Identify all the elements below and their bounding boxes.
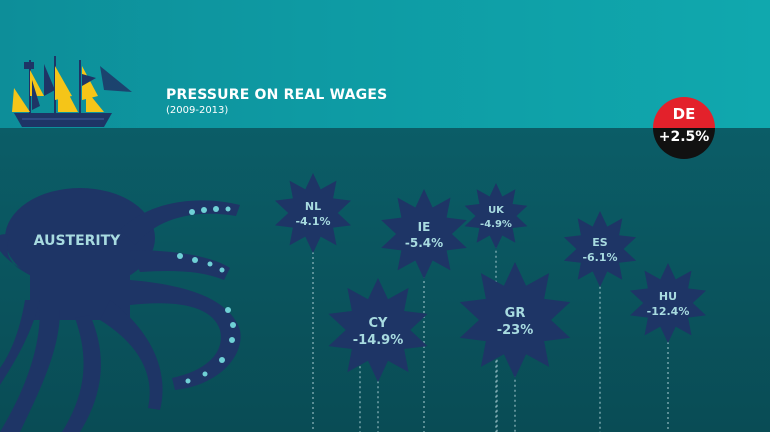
star-cy: CY -14.9% — [328, 278, 428, 432]
octopus-label: AUSTERITY — [34, 233, 122, 249]
star-value-uk: -4.9% — [480, 219, 512, 230]
star-country-uk: UK — [488, 205, 505, 216]
star-shape-uk — [464, 183, 528, 249]
star-value-hu: -12.4% — [647, 305, 690, 318]
sky-area — [0, 0, 770, 128]
star-country-ie: IE — [418, 220, 431, 234]
page-title: PRESSURE ON REAL WAGES — [166, 87, 388, 103]
star-value-gr: -23% — [497, 323, 534, 338]
page-subtitle: (2009-2013) — [166, 105, 229, 116]
star-value-ie: -5.4% — [405, 236, 443, 250]
ship-icon — [12, 56, 132, 127]
star-value-nl: -4.1% — [295, 215, 330, 228]
star-shape-hu — [630, 263, 706, 343]
star-shape-gr — [459, 262, 571, 378]
star-gr: GR -23% — [459, 262, 571, 432]
star-hu: HU -12.4% — [630, 263, 706, 432]
buoy-de: DE +2.5% — [653, 97, 715, 159]
star-nl: NL -4.1% — [275, 173, 351, 432]
star-country-hu: HU — [659, 290, 677, 303]
star-country-cy: CY — [369, 316, 389, 331]
star-group: NL -4.1% IE -5.4% UK -4.9% ES -6.1% HU -12.4% CY -1… — [275, 173, 706, 432]
octopus-icon — [0, 188, 241, 432]
star-uk: UK -4.9% — [464, 183, 528, 432]
star-es: ES -6.1% — [563, 211, 637, 432]
star-shape-nl — [275, 173, 351, 253]
star-value-es: -6.1% — [582, 251, 617, 264]
star-shape-ie — [381, 189, 467, 279]
star-shape-cy — [328, 278, 428, 382]
star-country-gr: GR — [505, 306, 526, 321]
star-shape-es — [563, 211, 637, 287]
star-country-es: ES — [592, 236, 608, 249]
buoy-country-label: DE — [673, 105, 696, 123]
star-country-nl: NL — [305, 200, 321, 213]
star-value-cy: -14.9% — [353, 333, 404, 348]
buoy-value-label: +2.5% — [659, 129, 710, 145]
octopus-suckers — [177, 206, 236, 384]
